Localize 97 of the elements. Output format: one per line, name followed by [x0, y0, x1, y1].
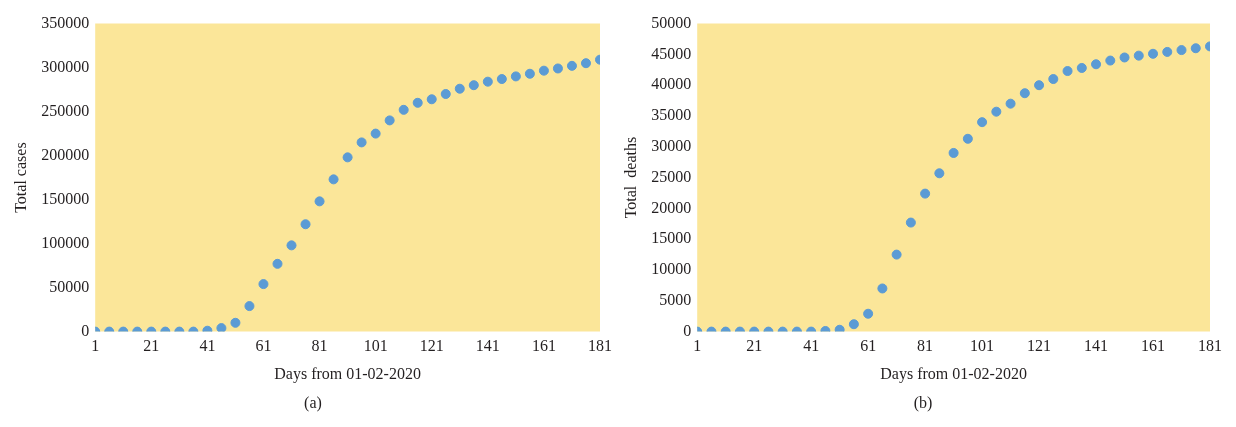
point [934, 168, 945, 179]
point [342, 152, 353, 163]
point [370, 128, 381, 139]
text: (a) [304, 394, 322, 412]
x-tick-label: 61 [255, 337, 272, 355]
point [412, 97, 423, 108]
x-tick-label: 121 [1027, 337, 1052, 355]
point [1048, 74, 1059, 85]
y-tick-label: 30000 [651, 137, 692, 154]
point [977, 117, 988, 128]
y-tick-label: 0 [81, 321, 90, 339]
point [258, 279, 269, 290]
point [468, 80, 479, 91]
x-tick-label: 101 [363, 337, 388, 355]
point [863, 308, 874, 319]
point [510, 71, 521, 82]
point [216, 323, 227, 332]
x-tick-label: 181 [1198, 337, 1222, 355]
point [398, 104, 409, 115]
point [834, 324, 845, 332]
y-tick-label: 150000 [41, 189, 90, 207]
point [496, 74, 507, 85]
x-tick-label: 41 [803, 337, 820, 355]
point [1176, 45, 1187, 56]
point [244, 301, 255, 312]
x-tick-label: 161 [531, 337, 556, 355]
y-tick-label: 50000 [49, 277, 90, 295]
y-tick-label: 300000 [41, 57, 90, 75]
y-tick-label: 5000 [659, 291, 692, 308]
point [440, 89, 451, 99]
point [891, 249, 902, 260]
y-tick-label: 20000 [651, 198, 692, 216]
point [877, 283, 888, 294]
point [566, 60, 577, 71]
x-tick-label: 141 [475, 337, 500, 355]
y-tick-label: 25000 [651, 167, 692, 185]
point [356, 137, 367, 148]
point [426, 94, 437, 105]
point [524, 68, 535, 79]
point [300, 219, 311, 230]
point [552, 63, 563, 74]
point [482, 76, 493, 87]
point [1076, 62, 1087, 73]
point [1119, 52, 1130, 63]
point [286, 240, 297, 251]
x-tick-label: 61 [860, 337, 877, 355]
point [384, 115, 395, 126]
point [991, 106, 1002, 117]
point [1005, 98, 1016, 109]
y-axis-title: Total cases [11, 142, 29, 213]
x-tick-label: 121 [419, 337, 444, 355]
point [272, 258, 283, 269]
x-tick-label: 1 [91, 337, 100, 355]
x-tick-label: 1 [693, 337, 702, 355]
y-tick-label: 100000 [41, 233, 90, 251]
point [1034, 80, 1045, 91]
y-tick-label: 350000 [41, 13, 90, 31]
point [328, 174, 339, 185]
point [1091, 59, 1102, 70]
point [230, 317, 241, 328]
y-tick-label: 50000 [651, 13, 692, 31]
point [1148, 48, 1159, 59]
point [962, 133, 973, 144]
y-tick-label: 45000 [651, 44, 692, 62]
y-tick-label: 40000 [651, 75, 692, 93]
x-tick-label: 181 [588, 337, 612, 355]
point [1105, 55, 1116, 66]
x-axis-title: Days from 01-02-2020 [274, 364, 421, 383]
x-tick-label: 21 [143, 337, 160, 355]
y-tick-label: 0 [683, 321, 692, 339]
point [920, 188, 931, 199]
point [1019, 88, 1030, 99]
point [538, 65, 549, 76]
x-axis-title: Days from 01-02-2020 [880, 364, 1027, 383]
text: (b) [913, 394, 933, 412]
point [905, 217, 916, 228]
y-tick-label: 15000 [651, 229, 692, 247]
x-tick-label: 81 [917, 337, 934, 355]
y-axis-title: Total deaths [621, 136, 639, 219]
y-tick-label: 200000 [41, 145, 90, 163]
point [314, 196, 325, 207]
point [580, 58, 591, 69]
x-tick-label: 21 [746, 337, 763, 355]
x-tick-label: 41 [199, 337, 216, 355]
x-tick-label: 101 [970, 337, 995, 355]
point [1062, 66, 1073, 77]
point [1190, 43, 1201, 54]
point [1133, 50, 1144, 61]
point [454, 83, 465, 94]
x-tick-label: 81 [311, 337, 328, 355]
point [1162, 46, 1173, 57]
x-tick-label: 161 [1141, 337, 1166, 355]
y-tick-label: 10000 [651, 260, 692, 278]
y-tick-label: 35000 [651, 106, 692, 124]
point [948, 147, 959, 158]
y-tick-label: 250000 [41, 101, 90, 119]
x-tick-label: 141 [1084, 337, 1109, 355]
